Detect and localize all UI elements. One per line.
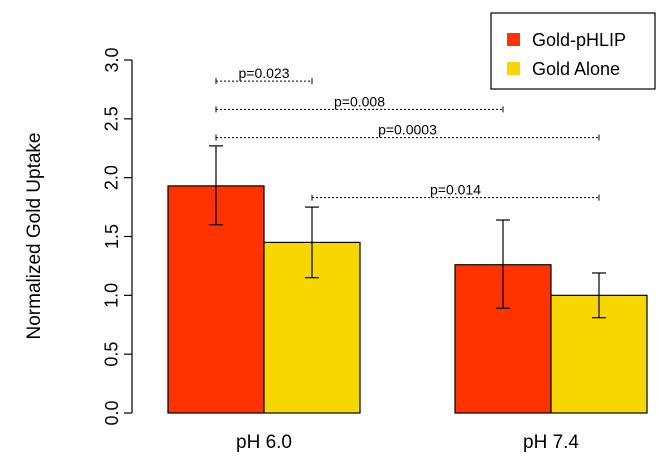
y-axis: 0.0 0.5 1.0 1.5 2.0 2.5 3.0 [102,47,133,426]
y-axis-label: Normalized Gold Uptake [24,133,45,340]
p-value-label: p=0.014 [430,182,481,198]
p-value-label: p=0.008 [334,93,385,109]
y-tick-label: 0.5 [102,342,122,367]
p-value-label: p=0.023 [239,65,290,81]
category-label: pH 6.0 [236,432,292,453]
p-value-label: p=0.0003 [378,122,437,138]
category-label: pH 7.4 [523,432,579,453]
legend-label: Gold-pHLIP [532,30,626,50]
significance-annotations: p=0.023 p=0.008 p=0.0003 p=0.014 [215,65,600,201]
legend-label: Gold Alone [532,59,620,79]
y-tick-label: 3.0 [102,47,122,72]
error-bars-group [209,145,606,319]
legend-box [490,12,656,90]
legend-swatch [507,62,520,75]
legend-swatch [507,33,520,46]
bars-group [167,185,648,414]
legend: Gold-pHLIP Gold Alone [490,12,656,90]
bar-gold-alone-1 [550,294,648,414]
y-tick-label: 1.5 [102,224,122,249]
y-tick-label: 0.0 [102,400,122,425]
category-labels: pH 6.0 pH 7.4 [236,432,579,453]
y-tick-label: 1.0 [102,283,122,308]
y-tick-label: 2.0 [102,165,122,190]
y-tick-label: 2.5 [102,106,122,131]
